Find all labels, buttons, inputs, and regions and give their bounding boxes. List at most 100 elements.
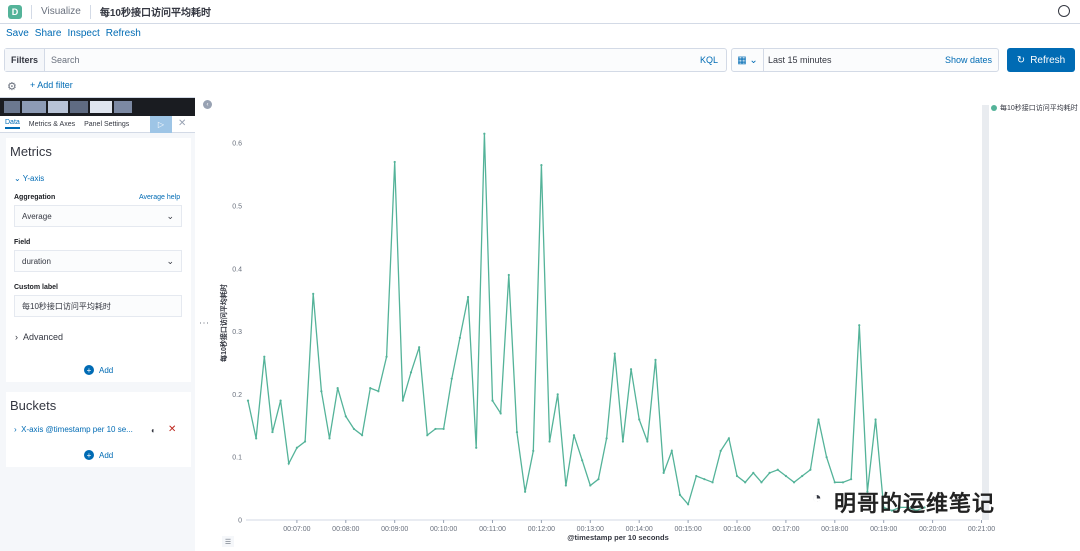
data-point[interactable]: [491, 399, 494, 402]
data-point[interactable]: [312, 292, 315, 295]
data-point[interactable]: [442, 427, 445, 431]
data-point[interactable]: [719, 449, 722, 453]
data-point[interactable]: [344, 415, 347, 418]
data-point[interactable]: [426, 434, 429, 437]
data-point[interactable]: [629, 368, 633, 371]
data-point[interactable]: [401, 399, 404, 402]
data-point[interactable]: [695, 474, 698, 478]
resize-handle[interactable]: ⋮: [198, 318, 209, 328]
data-point[interactable]: [581, 459, 584, 462]
inspect-link[interactable]: Inspect: [67, 28, 100, 39]
data-point[interactable]: [768, 471, 771, 474]
data-point[interactable]: [907, 506, 910, 509]
data-point[interactable]: [784, 474, 788, 478]
data-point[interactable]: [540, 164, 543, 167]
data-point[interactable]: [515, 430, 519, 434]
data-point[interactable]: [524, 490, 527, 493]
data-point[interactable]: [735, 474, 739, 478]
data-point[interactable]: [866, 490, 869, 493]
data-point[interactable]: [760, 481, 763, 484]
data-point[interactable]: [605, 437, 608, 440]
data-point[interactable]: [271, 430, 274, 434]
kql-toggle[interactable]: KQL: [699, 55, 718, 65]
xaxis-bucket[interactable]: › X-axis @timestamp per 10 se...: [14, 425, 133, 434]
data-point[interactable]: [801, 474, 804, 478]
save-link[interactable]: Save: [6, 28, 29, 39]
data-point[interactable]: [703, 478, 706, 481]
data-point[interactable]: [752, 471, 755, 474]
data-point[interactable]: [687, 503, 690, 506]
data-point[interactable]: [361, 434, 364, 437]
data-point[interactable]: [646, 440, 649, 443]
data-point[interactable]: [385, 355, 388, 358]
data-point[interactable]: [882, 506, 885, 509]
tab-panel-settings[interactable]: Panel Settings: [84, 120, 130, 128]
yaxis-toggle[interactable]: ⌄ Y-axis: [14, 174, 44, 183]
data-point[interactable]: [418, 346, 421, 349]
data-point[interactable]: [833, 481, 836, 484]
data-point[interactable]: [466, 295, 470, 299]
refresh-button[interactable]: ↻ Refresh: [1007, 48, 1075, 72]
data-point[interactable]: [817, 418, 820, 421]
search-input[interactable]: Search: [51, 55, 80, 65]
show-dates-link[interactable]: Show dates: [944, 55, 992, 65]
data-point[interactable]: [589, 484, 592, 487]
tab-metrics-axes[interactable]: Metrics & Axes: [28, 120, 76, 128]
time-range[interactable]: Last 15 minutes: [768, 55, 832, 65]
data-point[interactable]: [295, 446, 298, 449]
data-point[interactable]: [377, 390, 380, 393]
data-point[interactable]: [458, 336, 461, 339]
aggregation-help-link[interactable]: Average help: [139, 194, 181, 201]
data-point[interactable]: [662, 471, 665, 474]
data-point[interactable]: [279, 399, 282, 402]
data-point[interactable]: [898, 506, 902, 509]
data-point[interactable]: [564, 484, 567, 487]
data-point[interactable]: [597, 478, 600, 481]
data-point[interactable]: [572, 434, 576, 437]
data-point[interactable]: [320, 390, 323, 393]
toggle-icon[interactable]: ◐: [151, 426, 156, 435]
aggregation-select[interactable]: Average ⌄: [14, 205, 182, 227]
data-point[interactable]: [711, 481, 714, 484]
tab-data[interactable]: Data: [5, 119, 20, 129]
help-icon[interactable]: [1058, 5, 1070, 17]
data-point[interactable]: [246, 399, 250, 402]
data-point[interactable]: [393, 160, 396, 164]
data-point[interactable]: [670, 449, 673, 453]
data-point[interactable]: [434, 427, 437, 431]
data-point[interactable]: [841, 481, 845, 484]
gear-icon[interactable]: ⚙: [7, 81, 17, 93]
add-metric-button[interactable]: + Add: [84, 365, 113, 375]
data-point[interactable]: [654, 358, 657, 361]
data-point[interactable]: [556, 393, 559, 396]
data-point[interactable]: [613, 352, 616, 355]
data-point[interactable]: [263, 355, 266, 358]
data-point[interactable]: [475, 446, 478, 449]
data-point[interactable]: [303, 440, 307, 443]
data-point[interactable]: [483, 132, 486, 135]
space-avatar[interactable]: D: [8, 4, 22, 19]
data-point[interactable]: [923, 506, 926, 509]
apply-button[interactable]: ▷: [150, 116, 172, 133]
share-link[interactable]: Share: [34, 28, 62, 39]
calendar-icon[interactable]: ▦ ⌄: [732, 49, 764, 71]
data-point[interactable]: [499, 412, 502, 415]
data-point[interactable]: [890, 509, 893, 512]
data-point[interactable]: [287, 462, 290, 465]
data-point[interactable]: [858, 324, 861, 327]
add-bucket-button[interactable]: + Add: [84, 450, 113, 460]
advanced-toggle[interactable]: › Advanced: [15, 332, 63, 342]
data-point[interactable]: [328, 437, 331, 440]
data-point[interactable]: [825, 456, 828, 459]
field-select[interactable]: duration ⌄: [14, 250, 182, 272]
data-point[interactable]: [874, 418, 877, 421]
data-point[interactable]: [621, 440, 624, 443]
data-point[interactable]: [727, 437, 730, 440]
custom-label-input[interactable]: 每10秒接口访问平均耗时: [14, 295, 182, 317]
data-point[interactable]: [369, 386, 372, 390]
data-point[interactable]: [744, 481, 747, 484]
refresh-link[interactable]: Refresh: [105, 28, 141, 39]
data-point[interactable]: [638, 418, 641, 421]
collapse-icon[interactable]: ‹: [203, 100, 212, 109]
data-point[interactable]: [915, 509, 918, 512]
